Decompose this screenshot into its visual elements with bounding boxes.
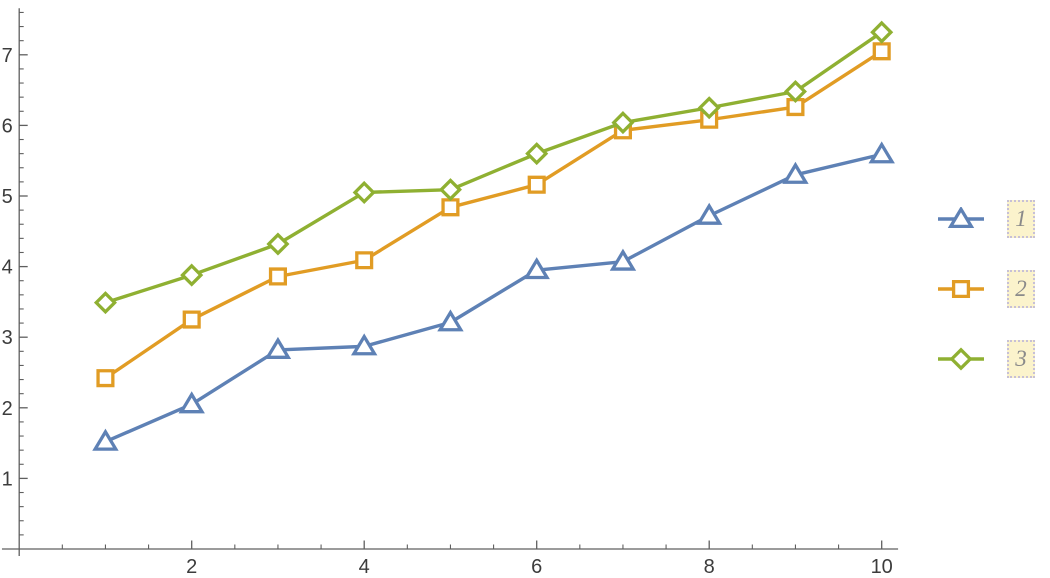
series-3-diamond-marker (611, 111, 635, 135)
y-axis-tick-label: 2 (2, 398, 13, 420)
series-2-square-marker (268, 267, 288, 286)
y-axis-tick-label: 7 (2, 45, 13, 67)
series-3-diamond-marker (783, 79, 807, 104)
legend-label-box: 3 (1007, 340, 1035, 378)
legend-label-box: 1 (1007, 200, 1035, 238)
series-3-diamond-marker (266, 232, 290, 256)
series-3-diamond-marker (697, 96, 721, 120)
legend-label: 2 (1015, 276, 1027, 301)
x-axis-tick-label: 8 (704, 556, 715, 578)
series-1-line (103, 152, 884, 444)
series-3-line (103, 30, 884, 305)
x-axis-tick-label: 10 (871, 556, 893, 578)
series-1-triangle-marker (609, 248, 637, 271)
series-3-diamond-marker (870, 20, 894, 44)
x-axis-tick-label: 6 (531, 556, 542, 578)
series-1-triangle-marker (868, 141, 895, 164)
y-axis-tick-label: 1 (2, 468, 13, 490)
y-axis-tick-label: 6 (2, 115, 13, 137)
legend-item-1: 1 (936, 199, 1035, 239)
legend-label: 3 (1015, 346, 1027, 371)
series-2-square-marker (355, 251, 374, 270)
series-1-triangle-marker (695, 202, 723, 225)
x-axis-tick-label: 4 (359, 556, 370, 578)
series-2-line (103, 49, 884, 380)
series-3-diamond-marker (352, 180, 376, 205)
y-axis-tick-label: 5 (2, 186, 13, 208)
series-2-square-marker (441, 198, 460, 217)
series-3-diamond-marker (93, 291, 117, 315)
series-1-triangle-marker (782, 161, 809, 184)
y-axis-tick-label: 4 (2, 257, 13, 279)
series-1-triangle-marker (523, 257, 550, 280)
legend-item-3: 3 (936, 339, 1035, 379)
series-2-square-marker (872, 42, 891, 61)
series-1-triangle-marker (92, 428, 119, 451)
legend-item-2: 2 (936, 269, 1035, 309)
series-3-diamond-marker (180, 263, 204, 287)
series-2-square-marker (182, 310, 201, 329)
series-1-triangle-marker (437, 309, 464, 332)
y-axis-tick-label: 3 (2, 327, 13, 349)
legend: 1 2 3 (936, 199, 1035, 379)
x-axis-tick-label: 2 (186, 556, 197, 578)
legend-marker-triangle-icon (938, 207, 984, 229)
series-1-triangle-marker (350, 333, 378, 356)
series-1-triangle-marker (264, 336, 292, 359)
series-2-square-marker (96, 369, 115, 388)
series-2-square-marker (527, 175, 546, 194)
legend-label: 1 (1015, 206, 1027, 231)
legend-label-box: 2 (1007, 270, 1035, 308)
series-3-diamond-marker (438, 178, 462, 202)
series-1-triangle-marker (178, 391, 205, 414)
legend-marker-diamond-icon (938, 347, 984, 371)
legend-marker-square-icon (938, 279, 984, 299)
series-3-diamond-marker (525, 142, 549, 166)
